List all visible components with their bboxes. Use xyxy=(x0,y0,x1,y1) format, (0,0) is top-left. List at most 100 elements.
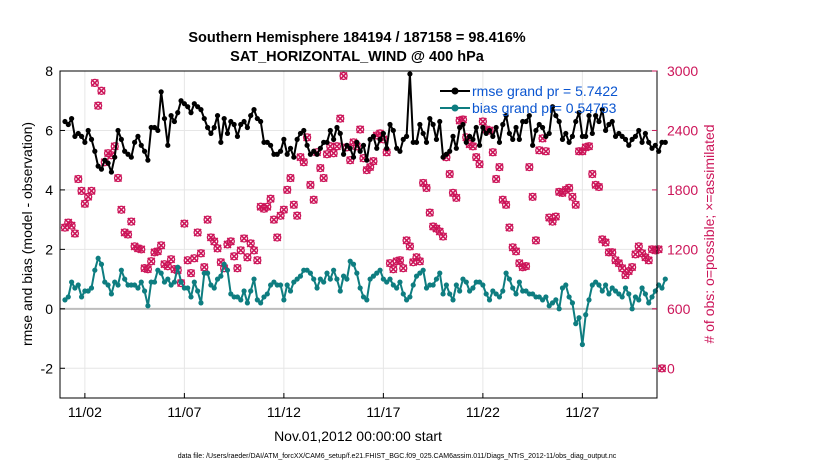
obs-assimilated-marker xyxy=(306,180,315,190)
rmse-point xyxy=(307,151,314,157)
obs-possible-marker xyxy=(528,192,537,201)
bias-point xyxy=(496,294,503,300)
obs-possible-marker xyxy=(445,169,454,179)
obs-assimilated-marker xyxy=(389,265,398,274)
bias-point xyxy=(65,294,71,300)
rmse-point xyxy=(135,133,141,139)
obs-assimilated-marker xyxy=(657,364,667,373)
bias-point xyxy=(453,282,459,288)
obs-assimilated-marker xyxy=(382,148,391,157)
obs-assimilated-marker xyxy=(565,183,574,192)
obs-possible-marker xyxy=(588,169,597,179)
bias-point xyxy=(367,276,373,282)
bias-point xyxy=(198,300,204,306)
rmse-point xyxy=(181,101,187,107)
rmse-point xyxy=(234,133,241,139)
bias-point xyxy=(523,288,529,294)
rmse-point xyxy=(128,154,134,160)
rmse-point xyxy=(486,127,493,134)
rmse-point xyxy=(370,133,377,139)
obs-assimilated-marker xyxy=(137,245,146,254)
obs-possible-marker xyxy=(438,232,448,241)
rmse-point xyxy=(476,142,483,148)
obs-assimilated-marker xyxy=(309,195,318,204)
obs-possible-marker xyxy=(309,195,318,204)
bias-point xyxy=(334,276,340,282)
obs-possible-marker xyxy=(568,192,577,201)
bias-point xyxy=(450,297,456,303)
bias-point xyxy=(632,294,639,300)
obs-possible-marker xyxy=(213,244,222,253)
rmse-point xyxy=(287,145,294,151)
bias-point xyxy=(510,285,516,291)
rmse-point xyxy=(364,157,370,163)
obs-assimilated-marker xyxy=(332,142,342,151)
bias-point xyxy=(115,282,121,288)
bias-point xyxy=(327,276,333,282)
obs-assimilated-marker xyxy=(395,256,405,265)
obs-assimilated-marker xyxy=(492,174,501,184)
rmse-point xyxy=(241,118,247,125)
rmse-point xyxy=(566,139,572,145)
rmse-point xyxy=(112,154,118,160)
rmse-point xyxy=(327,127,333,134)
bias-point xyxy=(480,282,486,288)
rmse-point xyxy=(397,148,403,154)
rmse-point xyxy=(649,145,655,151)
obs-possible-marker xyxy=(531,236,541,245)
bias-point xyxy=(390,282,396,288)
rmse-point xyxy=(145,157,151,163)
bias-point xyxy=(208,282,214,288)
bias-point xyxy=(155,267,161,273)
left-tick-label: 8 xyxy=(45,63,53,79)
obs-assimilated-marker xyxy=(644,256,653,265)
obs-assimilated-marker xyxy=(631,250,640,259)
obs-possible-marker xyxy=(87,186,96,196)
left-tick-label: 2 xyxy=(45,241,53,257)
rmse-point xyxy=(340,151,347,157)
rmse-point xyxy=(606,121,612,128)
obs-possible-marker xyxy=(332,142,342,151)
obs-possible-marker xyxy=(316,163,325,173)
rmse-point xyxy=(224,130,231,137)
obs-possible-marker xyxy=(525,162,534,172)
bias-point xyxy=(579,341,585,348)
obs-possible-marker xyxy=(319,173,328,183)
rmse-point xyxy=(297,130,304,137)
rmse-point xyxy=(642,130,648,137)
rmse-point xyxy=(556,118,562,125)
data-file-footer: data file: /Users/raeder/DAI/ATM_forcXX/… xyxy=(178,453,617,460)
rmse-point xyxy=(98,166,105,172)
rmse-point xyxy=(629,136,635,142)
rmse-point xyxy=(490,133,496,139)
bias-point xyxy=(397,279,403,285)
bias-point xyxy=(357,285,363,291)
bias-point xyxy=(271,279,277,285)
bias-point xyxy=(224,267,231,273)
obs-possible-marker xyxy=(564,183,574,193)
obs-possible-marker xyxy=(97,86,106,95)
obs-assimilated-marker xyxy=(203,215,212,224)
bias-point xyxy=(646,300,652,306)
obs-assimilated-marker xyxy=(286,173,295,183)
rmse-point xyxy=(141,148,148,154)
obs-possible-marker xyxy=(67,221,76,230)
rmse-point xyxy=(450,133,456,139)
rmse-series xyxy=(62,71,668,175)
bias-point xyxy=(284,282,290,288)
obs-assimilated-marker xyxy=(273,233,282,242)
rmse-point xyxy=(214,112,221,119)
obs-assimilated-marker xyxy=(475,160,484,169)
obs-possible-marker xyxy=(511,247,521,256)
rmse-point xyxy=(553,112,559,119)
rmse-point xyxy=(387,121,393,128)
rmse-point xyxy=(191,101,197,107)
obs-possible-marker xyxy=(203,215,212,224)
bias-point xyxy=(642,291,648,297)
obs-assimilated-marker xyxy=(571,200,580,209)
x-axis-label: Nov.01,2012 00:00:00 start xyxy=(274,428,442,444)
bias-point xyxy=(141,288,148,294)
rmse-point xyxy=(500,121,506,128)
obs-assimilated-marker xyxy=(226,237,235,246)
obs-possible-marker xyxy=(601,238,610,247)
